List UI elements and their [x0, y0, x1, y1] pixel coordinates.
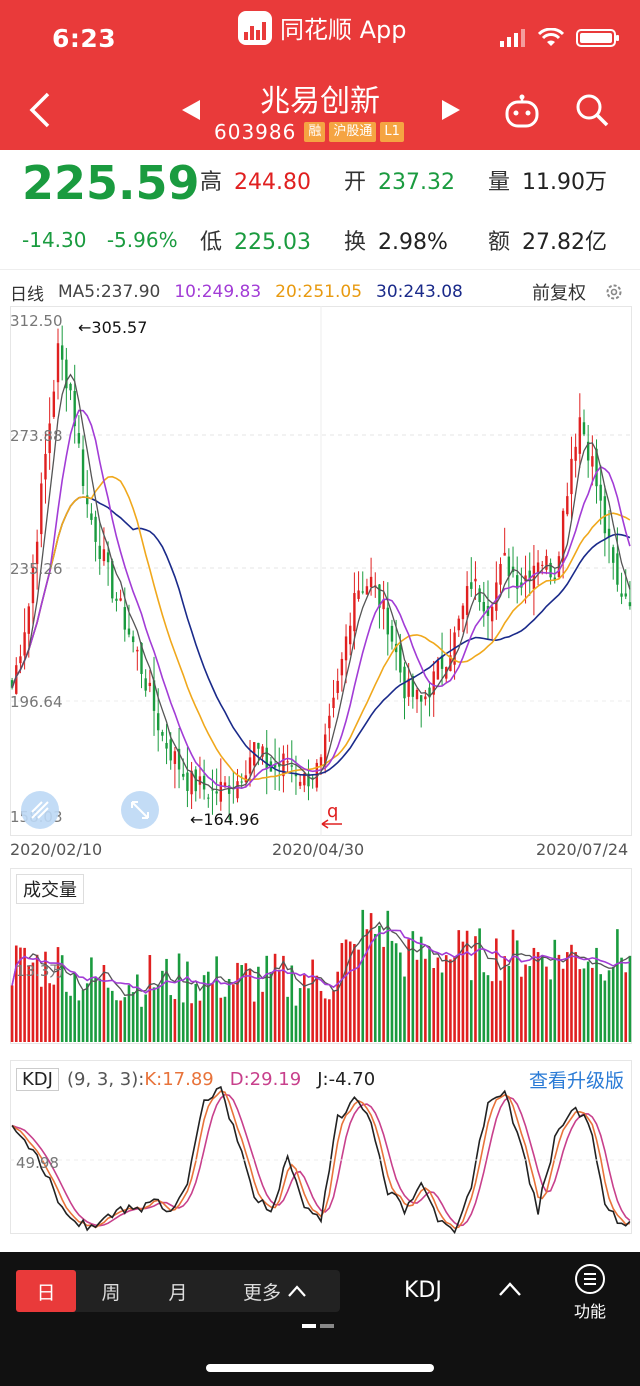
kdj-chart-frame[interactable] [10, 1060, 632, 1234]
period-week[interactable]: 周 [101, 1281, 121, 1304]
quote-turnover: 换 2.98% [344, 230, 448, 255]
volume-chart[interactable]: 13.3万 [10, 868, 632, 1044]
date-start: 2020/02/10 [10, 840, 103, 859]
event-marker-arrow [321, 819, 342, 829]
ma20-value: 20:251.05 [275, 282, 363, 302]
kdj-d: D:29.19 [229, 1068, 302, 1090]
date-axis: 2020/02/10 2020/04/30 2020/07/24 [0, 840, 640, 864]
status-bar: 6:23 同花顺 App [0, 0, 640, 70]
app-logo-icon [238, 10, 272, 45]
next-stock-button[interactable] [442, 100, 460, 120]
ma-legend: 日线 MA5:237.90 10:249.83 20:251.05 30:243… [0, 278, 640, 306]
stock-subtitle: 603986 融 沪股通 L1 [214, 120, 404, 144]
quote-high: 高 244.80 [200, 170, 311, 195]
date-end: 2020/07/24 [536, 840, 629, 859]
tag-level: L1 [380, 122, 404, 142]
menu-icon [575, 1264, 605, 1294]
function-button[interactable]: 功能 [568, 1264, 612, 1322]
kdj-legend: KDJ (9, 3, 3): K:17.89 D:29.19 J:-4.70 [16, 1066, 375, 1092]
kdj-tick: 49.98 [16, 1154, 59, 1172]
indicator-selector[interactable]: KDJ [404, 1278, 442, 1303]
change-amount: -14.30 [22, 228, 87, 252]
kline-chart[interactable]: 312.50 273.88 235.26 196.64 158.03 ←305.… [10, 306, 632, 836]
tag-margin: 融 [304, 122, 326, 142]
change-percent: -5.96% [106, 228, 178, 252]
indicator-chevron-up-icon[interactable] [498, 1280, 522, 1298]
kdj-chart[interactable]: 49.98 [10, 1060, 632, 1234]
ma5-value: MA5:237.90 [58, 282, 161, 302]
wifi-icon [538, 28, 564, 46]
stock-code: 603986 [214, 120, 297, 144]
volume-label[interactable]: 成交量 [16, 874, 84, 904]
kdj-k: K:17.89 [144, 1068, 214, 1090]
period-selector: 日 周 月 更多 [16, 1270, 340, 1312]
quote-open: 开 237.32 [344, 170, 455, 195]
gear-icon [606, 284, 622, 300]
price-change: -14.30 -5.96% [22, 228, 192, 252]
status-time: 6:23 [52, 24, 117, 53]
kdj-j: J:-4.70 [317, 1068, 376, 1090]
kdj-label[interactable]: KDJ [16, 1067, 59, 1091]
signal-icon [500, 29, 525, 47]
upgrade-link[interactable]: 查看升级版 [528, 1070, 624, 1092]
app-name: 同花顺 App [280, 16, 407, 44]
last-price: 225.59 [22, 156, 200, 210]
y-tick-196: 196.64 [10, 693, 63, 711]
period-month[interactable]: 月 [168, 1281, 188, 1304]
quote-amount: 额 27.82亿 [488, 230, 607, 255]
volume-chart-frame[interactable] [10, 868, 632, 1044]
y-tick-273: 273.88 [10, 427, 63, 445]
chevron-up-icon [288, 1285, 306, 1297]
app-header: 6:23 同花顺 App 兆易创新 603986 融 沪股通 [0, 0, 640, 150]
ma10-value: 10:249.83 [174, 282, 262, 302]
back-icon[interactable] [28, 92, 54, 128]
kdj-params: (9, 3, 3): [66, 1068, 145, 1090]
period-more[interactable]: 更多 [210, 1270, 340, 1312]
crosshair-toggle-icon[interactable] [21, 791, 59, 829]
tag-connect: 沪股通 [329, 122, 377, 142]
bottom-toolbar: 日 周 月 更多 KDJ 功能 [0, 1252, 640, 1386]
battery-icon [576, 29, 619, 47]
period-day[interactable]: 日 [16, 1270, 76, 1312]
search-icon[interactable] [574, 92, 610, 128]
volume-tick: 13.3万 [16, 962, 64, 980]
page-indicator [302, 1324, 334, 1328]
ma30-value: 30:243.08 [376, 282, 463, 302]
adjust-button[interactable]: 前复权 [532, 278, 624, 306]
y-tick-312: 312.50 [10, 312, 63, 330]
prev-stock-button[interactable] [182, 100, 200, 120]
fullscreen-icon[interactable] [121, 791, 159, 829]
date-mid: 2020/04/30 [272, 840, 365, 859]
app-badge: 同花顺 App [238, 10, 407, 45]
quote-low: 低 225.03 [200, 230, 311, 255]
max-price-note: ←305.57 [78, 318, 147, 337]
robot-assistant-icon[interactable] [504, 94, 540, 128]
quote-panel: 225.59 -14.30 -5.96% 高 244.80 低 225.03 开… [0, 150, 640, 270]
quote-volume: 量 11.90万 [488, 170, 607, 195]
stock-name: 兆易创新 [260, 84, 380, 119]
system-icons [500, 28, 619, 48]
home-indicator [206, 1364, 434, 1372]
event-marker[interactable]: q [327, 801, 338, 822]
period-label: 日线 [10, 284, 44, 305]
y-tick-235: 235.26 [10, 560, 63, 578]
min-price-note: ←164.96 [190, 810, 259, 829]
